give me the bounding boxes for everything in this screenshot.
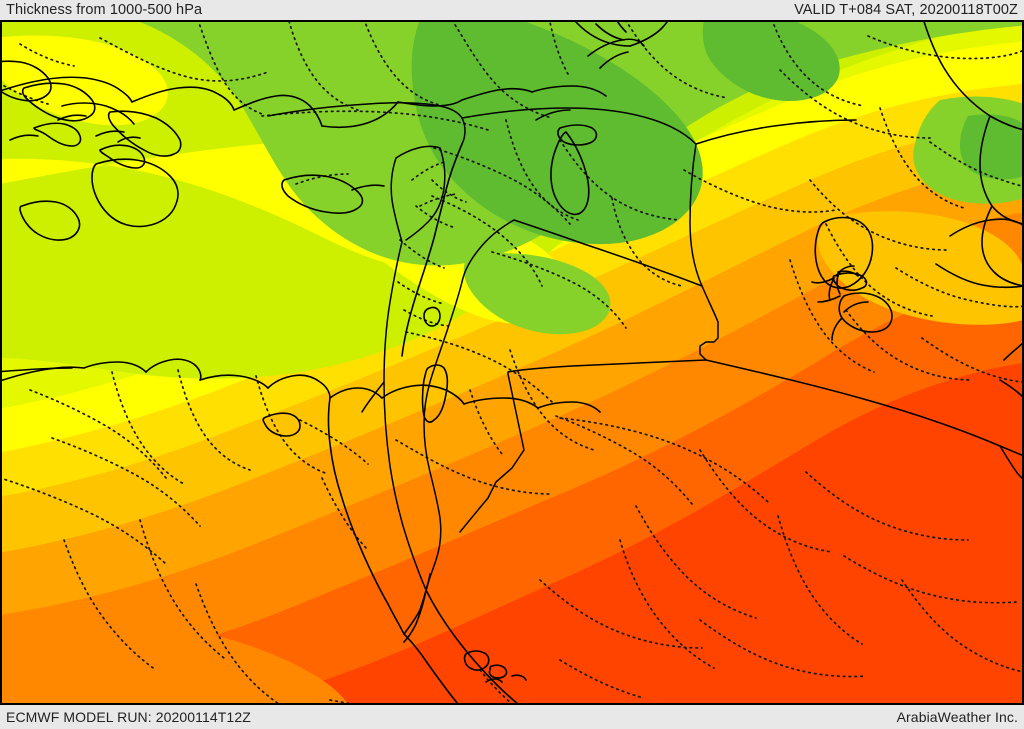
header-bar: Thickness from 1000-500 hPa VALID T+084 … bbox=[0, 0, 1024, 20]
coastlines bbox=[0, 20, 1024, 705]
footer-bar: ECMWF MODEL RUN: 20200114T12Z ArabiaWeat… bbox=[0, 705, 1024, 729]
admin-boundaries-dotted bbox=[0, 20, 1024, 705]
model-run-label: ECMWF MODEL RUN: 20200114T12Z bbox=[6, 709, 251, 725]
thickness-contour-bands bbox=[0, 20, 1024, 705]
valid-time-label: VALID T+084 SAT, 20200118T00Z bbox=[794, 1, 1018, 18]
chart-title: Thickness from 1000-500 hPa bbox=[6, 1, 203, 18]
attribution-label: ArabiaWeather Inc. bbox=[896, 709, 1018, 725]
country-borders-solid bbox=[0, 101, 1024, 591]
map-canvas bbox=[0, 20, 1024, 705]
